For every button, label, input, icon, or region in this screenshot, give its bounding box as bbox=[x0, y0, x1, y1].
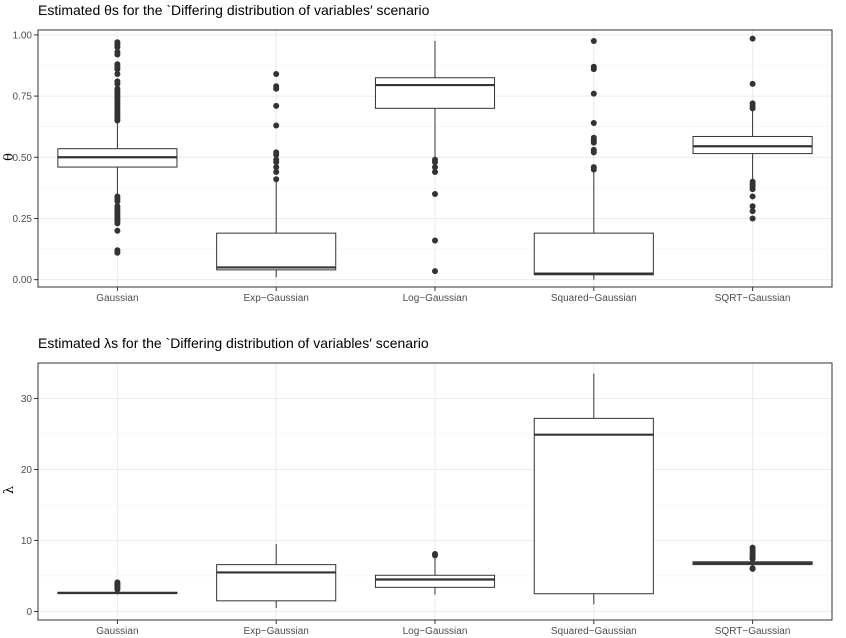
theta-outlier-point bbox=[114, 249, 121, 256]
theta-outlier-point bbox=[273, 122, 280, 129]
lambda-panel-border bbox=[37, 362, 833, 621]
lambda-x-tick-label: SQRT−Gaussian bbox=[715, 626, 791, 637]
theta-outlier-point bbox=[273, 71, 280, 78]
theta-outlier-point bbox=[114, 71, 121, 78]
lambda-y-tick-label: 30 bbox=[21, 394, 33, 405]
theta-outlier-point bbox=[749, 35, 756, 42]
theta-outlier-point bbox=[590, 166, 597, 173]
theta-iqr-box bbox=[374, 77, 496, 109]
theta-outlier-point bbox=[114, 51, 121, 58]
theta-x-tick-label: Log−Gaussian bbox=[403, 293, 468, 304]
lambda-x-tick-label: Log−Gaussian bbox=[403, 626, 468, 637]
theta-outlier-point bbox=[590, 38, 597, 45]
theta-outlier-point bbox=[273, 176, 280, 183]
theta-outlier-point bbox=[273, 159, 280, 166]
lambda-chart-title: Estimated λs for the `Differing distribu… bbox=[38, 335, 429, 351]
lambda-outlier-point bbox=[432, 552, 438, 559]
theta-outlier-point bbox=[114, 80, 121, 87]
lambda-outlier-point bbox=[114, 586, 121, 593]
theta-box-1 bbox=[57, 39, 178, 256]
theta-outlier-point bbox=[749, 215, 756, 222]
theta-outlier-point bbox=[749, 203, 756, 210]
lambda-box-1 bbox=[57, 579, 178, 595]
theta-outlier-point bbox=[749, 186, 756, 193]
theta-outlier-point bbox=[432, 159, 438, 166]
theta-outlier-point bbox=[273, 102, 280, 109]
theta-outlier-point bbox=[114, 117, 121, 124]
theta-outlier-point bbox=[432, 237, 438, 244]
lambda-box-4 bbox=[533, 373, 654, 605]
theta-x-tick-label: Gaussian bbox=[96, 293, 138, 304]
lambda-outlier-point bbox=[749, 555, 756, 562]
lambda-x-tick-label: Gaussian bbox=[96, 626, 138, 637]
theta-y-axis-label: θ bbox=[2, 153, 17, 161]
theta-y-tick-label: 0.00 bbox=[13, 275, 33, 286]
theta-y-tick-label: 0.25 bbox=[13, 214, 33, 225]
lambda-panel: 0 10 20 30 Gaussian Exp−Gaussian Log−Gaussian S… bbox=[21, 362, 833, 637]
lambda-y-tick-label: 10 bbox=[21, 536, 33, 547]
theta-iqr-box bbox=[533, 232, 654, 276]
theta-outlier-point bbox=[590, 149, 597, 156]
lambda-box-3 bbox=[374, 550, 496, 595]
theta-y-tick-label: 0.75 bbox=[13, 92, 33, 103]
theta-outlier-point bbox=[273, 85, 280, 92]
theta-box-3 bbox=[374, 41, 496, 275]
theta-outlier-point bbox=[114, 227, 121, 234]
theta-box-5 bbox=[692, 35, 813, 222]
lambda-y-tick-label: 0 bbox=[26, 607, 32, 618]
theta-outlier-point bbox=[590, 90, 597, 97]
lambda-box-5 bbox=[692, 544, 813, 572]
lambda-x-tick-label: Exp−Gaussian bbox=[244, 626, 309, 637]
lambda-x-tick-label: Squared−Gaussian bbox=[551, 626, 637, 637]
theta-outlier-point bbox=[749, 105, 756, 112]
theta-chart-title: Estimated θs for the `Differing distribu… bbox=[38, 2, 430, 18]
lambda-y-tick-label: 20 bbox=[21, 465, 33, 476]
theta-y-tick-label: 0.50 bbox=[13, 153, 33, 164]
theta-iqr-box bbox=[692, 135, 813, 155]
theta-outlier-point bbox=[590, 139, 597, 146]
theta-outlier-point bbox=[114, 44, 121, 51]
theta-box-4 bbox=[533, 38, 654, 280]
theta-outlier-point bbox=[273, 164, 280, 171]
lambda-outlier-point bbox=[749, 565, 756, 572]
theta-iqr-box bbox=[216, 232, 337, 271]
theta-outlier-point bbox=[114, 66, 121, 73]
theta-outlier-point bbox=[432, 268, 438, 275]
theta-outlier-point bbox=[590, 66, 597, 73]
theta-outlier-point bbox=[273, 168, 280, 175]
lambda-iqr-box bbox=[374, 574, 496, 588]
lambda-iqr-box bbox=[533, 417, 654, 595]
theta-box-2 bbox=[216, 71, 337, 278]
theta-x-tick-label: Squared−Gaussian bbox=[551, 293, 637, 304]
lambda-box-2 bbox=[216, 544, 337, 608]
theta-x-tick-label: SQRT−Gaussian bbox=[715, 293, 791, 304]
theta-outlier-point bbox=[749, 193, 756, 200]
theta-outlier-point bbox=[114, 198, 121, 205]
lambda-iqr-box bbox=[216, 564, 337, 602]
theta-outlier-point bbox=[114, 220, 121, 227]
theta-outlier-point bbox=[432, 164, 438, 171]
theta-outlier-point bbox=[749, 80, 756, 87]
theta-outlier-point bbox=[273, 151, 280, 158]
theta-outlier-point bbox=[432, 168, 438, 175]
theta-panel: 0.00 0.25 0.50 0.75 1.00 Gaussian Exp−Gaussian… bbox=[13, 29, 833, 304]
theta-outlier-point bbox=[749, 208, 756, 215]
theta-outlier-point bbox=[432, 190, 438, 197]
theta-outlier-point bbox=[590, 120, 597, 127]
theta-panel-border bbox=[37, 29, 833, 288]
theta-y-tick-label: 1.00 bbox=[13, 30, 33, 41]
lambda-y-axis-label: λ bbox=[2, 486, 17, 494]
theta-x-tick-label: Exp−Gaussian bbox=[244, 293, 309, 304]
